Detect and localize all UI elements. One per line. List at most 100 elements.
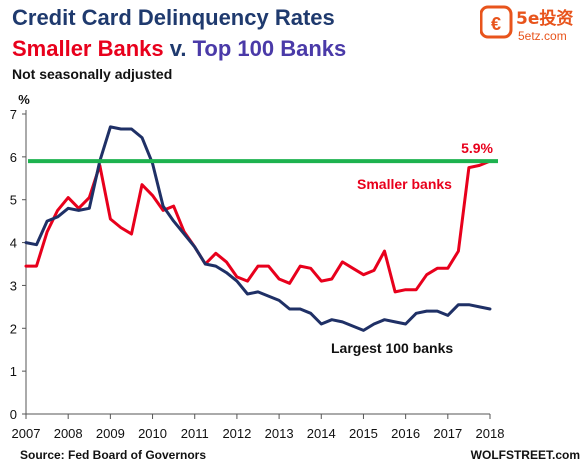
largest-banks-point [77,209,80,212]
x-tick-label: 2013 [265,426,294,441]
x-tick-label: 2017 [433,426,462,441]
smaller-banks-point [267,265,270,267]
largest-banks-point [373,323,375,325]
largest-banks-point [225,271,228,274]
largest-banks-point [172,220,175,222]
y-tick-label: 3 [10,278,17,293]
subtitle-smaller-banks: Smaller Banks [12,36,164,61]
y-tick-label: 4 [10,236,17,251]
smaller-banks-point [383,250,386,252]
x-tick-label: 2011 [181,426,209,441]
x-tick-label: 2008 [54,426,83,441]
largest-banks-point [67,207,69,210]
largest-banks-point [236,280,238,282]
subtitle-versus: v. [163,36,193,61]
y-tick-label: 2 [10,321,17,336]
smaller-banks-point [341,261,344,263]
smaller-banks-point [278,278,280,280]
annotation-group: 5.9% Smaller banks Largest 100 banks [331,140,494,356]
largest-banks-point [88,207,91,210]
subtitle-top-100-banks: Top 100 Banks [192,36,347,61]
largest-banks-point [352,325,354,327]
largest-banks-point [478,306,481,308]
largest-banks-point [468,303,470,306]
largest-banks-point [46,220,48,222]
y-tick-label: 1 [10,364,17,379]
largest-banks-point [109,126,112,128]
largest-banks-point [288,308,291,310]
largest-banks-point [320,323,323,325]
smaller-banks-point [394,291,396,293]
largest-banks-point [204,263,207,265]
x-axis: 2007 2008 2009 2010 2011 2012 2013 2014 2015 2016… [12,413,505,441]
x-tick-label: 2007 [12,426,41,441]
largest-banks-point [404,323,407,325]
smaller-banks-point [331,278,333,280]
largest-banks-point [183,233,185,235]
y-axis-unit-label: % [18,92,30,107]
largest-banks-point [246,293,249,295]
smaller-banks-point [362,273,365,276]
y-tick-label: 6 [10,150,17,165]
largest-banks-point [215,265,217,267]
x-tick-label: 2010 [138,426,167,441]
reference-value-label: 5.9% [461,140,493,156]
largest-banks-point [162,205,164,207]
smaller-banks-point [141,183,143,186]
largest-banks-point [25,241,27,244]
smaller-banks-point [109,218,112,220]
chart-title: Credit Card Delinquency Rates [12,5,335,30]
largest-banks-line [24,125,492,332]
smaller-banks-point [404,288,407,291]
largest-banks-point [425,310,428,312]
largest-banks-label: Largest 100 banks [331,340,453,356]
largest-banks-point [120,128,122,130]
smaller-banks-point [352,267,354,270]
largest-banks-point [35,243,38,246]
smaller-banks-point [425,273,428,276]
largest-banks-point [436,310,439,312]
largest-banks-point [299,308,302,310]
smaller-banks-point [130,233,133,235]
largest-banks-point [193,246,196,248]
smaller-banks-point [299,265,302,267]
smaller-banks-point [56,209,59,212]
largest-banks-point [362,329,365,332]
smaller-banks-point [120,226,122,229]
x-tick-label: 2012 [222,426,251,441]
logo-badge [480,5,513,39]
smaller-banks-point [415,288,418,291]
chart-note: Not seasonally adjusted [12,66,173,82]
smaller-banks-point [225,261,228,263]
largest-banks-point [341,321,344,323]
smaller-banks-point [436,267,439,270]
y-tick-label: 7 [10,107,17,122]
smaller-banks-point [288,282,291,285]
largest-banks-point [278,299,280,302]
smaller-banks-point [447,267,449,270]
largest-banks-point [457,303,460,306]
x-tick-label: 2018 [476,426,505,441]
smaller-banks-point [46,231,48,233]
largest-banks-point [257,291,259,293]
logo-mark: € [491,14,501,34]
logo-domain: 5etz.com [518,29,567,43]
5etz-logo: € 5e投资 5etz.com [480,5,573,43]
smaller-banks-point [67,196,69,199]
largest-banks-point [415,312,418,315]
largest-banks-point [267,295,270,297]
x-tick-label: 2016 [391,426,420,441]
x-tick-label: 2009 [96,426,125,441]
smaller-banks-point [151,194,154,197]
y-axis: % 0 1 2 3 4 5 6 7 [10,92,30,422]
smaller-banks-point [35,265,38,267]
smaller-banks-point [172,205,175,207]
smaller-banks-point [236,276,238,278]
smaller-banks-label: Smaller banks [357,176,452,192]
chart-subtitle: Smaller Banks v. Top 100 Banks [12,36,346,62]
largest-banks-point [56,216,59,218]
source-note: Source: Fed Board of Governors [20,448,207,462]
credit-text: WOLFSTREET.com [470,448,580,462]
smaller-banks-point [25,265,27,267]
